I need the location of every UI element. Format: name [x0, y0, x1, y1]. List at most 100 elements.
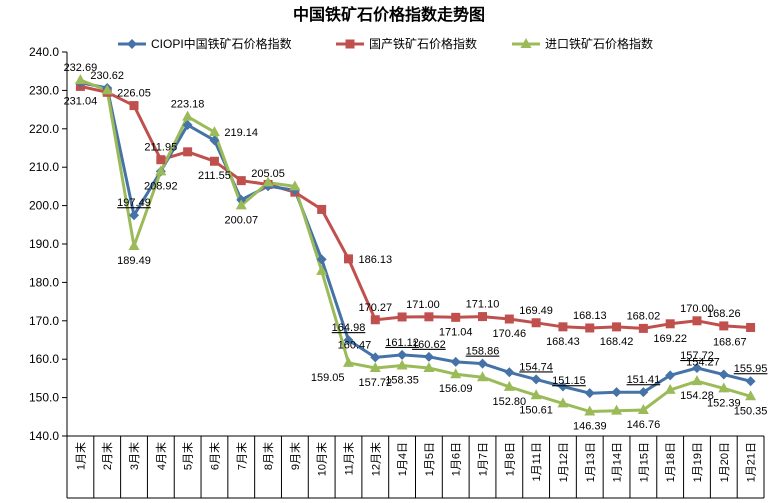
data-point — [129, 101, 139, 111]
data-point — [531, 318, 541, 328]
x-tick-label: 7月末 — [234, 442, 248, 470]
data-point — [746, 322, 756, 332]
x-tick-label: 3月末 — [127, 442, 141, 470]
y-tick-label: 200.0 — [29, 199, 59, 213]
data-label: 170.46 — [492, 328, 526, 340]
data-label: 168.26 — [707, 308, 741, 320]
data-point — [637, 404, 649, 415]
data-point — [208, 126, 220, 137]
data-label: 231.04 — [64, 95, 98, 107]
data-point — [478, 312, 488, 322]
x-tick-label: 2月末 — [100, 442, 114, 470]
data-point — [611, 387, 622, 398]
data-point — [611, 404, 623, 415]
data-label: 205.05 — [251, 168, 285, 180]
legend-marker — [127, 39, 137, 49]
x-tick-label: 1月末 — [73, 442, 87, 470]
data-point — [692, 316, 702, 326]
y-tick-label: 240.0 — [29, 45, 59, 59]
data-label: 151.41 — [627, 374, 661, 386]
x-tick-label: 1月12日 — [558, 442, 570, 482]
data-point — [557, 381, 568, 392]
data-point — [424, 312, 434, 322]
data-label: 159.05 — [311, 372, 345, 384]
data-point — [664, 383, 676, 394]
data-label: 160.62 — [412, 339, 446, 351]
data-point — [665, 319, 675, 329]
data-label: 152.80 — [492, 396, 526, 408]
series-line-2 — [80, 84, 751, 330]
data-point — [423, 362, 435, 373]
data-point — [450, 356, 461, 367]
x-tick-label: 1月15日 — [638, 442, 650, 482]
x-tick-label: 1月19日 — [692, 442, 704, 482]
legend-label: 进口铁矿石价格指数 — [545, 36, 653, 51]
data-point — [691, 375, 703, 386]
data-point — [638, 387, 649, 398]
data-label: 169.49 — [519, 305, 553, 317]
x-tick-label: 6月末 — [207, 442, 221, 470]
x-tick-label: 9月末 — [288, 442, 302, 470]
data-point — [504, 367, 515, 378]
data-point — [342, 356, 354, 367]
data-label: 161.12 — [385, 337, 419, 349]
data-point — [638, 323, 648, 333]
data-label: 170.00 — [680, 303, 714, 315]
data-point — [289, 180, 301, 191]
legend-marker — [520, 38, 532, 48]
data-label: 150.35 — [734, 405, 768, 417]
x-tick-label: 1月14日 — [612, 442, 624, 482]
y-tick-label: 150.0 — [29, 391, 59, 405]
series-line-3 — [79, 78, 752, 413]
data-label: 200.07 — [224, 214, 258, 226]
y-tick-label: 210.0 — [29, 160, 59, 174]
data-point — [504, 314, 514, 324]
x-tick-label: 10月末 — [315, 442, 329, 476]
data-point — [451, 312, 461, 322]
data-label: 160.47 — [338, 339, 372, 351]
data-point — [209, 135, 220, 146]
data-point — [531, 374, 542, 385]
data-label: 146.76 — [627, 419, 661, 431]
data-label: 152.39 — [707, 397, 741, 409]
y-tick-label: 180.0 — [29, 275, 59, 289]
data-point — [503, 380, 515, 391]
data-label: 171.04 — [439, 326, 473, 338]
y-tick-label: 160.0 — [29, 352, 59, 366]
data-label: 154.28 — [680, 390, 714, 402]
x-tick-label: 1月8日 — [504, 442, 516, 476]
x-tick-label: 4月末 — [154, 442, 168, 470]
data-point — [155, 165, 167, 176]
x-tick-label: 5月末 — [181, 442, 195, 470]
data-point — [396, 359, 408, 370]
data-point — [397, 349, 408, 360]
data-point — [370, 315, 380, 325]
data-point — [182, 119, 193, 130]
data-point — [477, 358, 488, 369]
x-tick-label: 1月20日 — [719, 442, 731, 482]
data-label: 211.55 — [198, 170, 231, 182]
data-label: 230.62 — [90, 70, 124, 82]
data-point — [584, 388, 595, 399]
data-point — [691, 362, 702, 373]
data-label: 156.09 — [439, 383, 473, 395]
y-tick-label: 230.0 — [29, 83, 59, 97]
x-tick-label: 8月末 — [261, 442, 275, 470]
x-tick-label: 1月5日 — [424, 442, 436, 476]
data-point — [343, 254, 353, 264]
y-tick-label: 140.0 — [29, 429, 59, 443]
data-label: 223.18 — [171, 99, 205, 111]
data-point — [262, 176, 274, 187]
data-point — [370, 352, 381, 363]
data-point — [423, 351, 434, 362]
data-point — [128, 239, 140, 250]
data-point — [584, 405, 596, 416]
data-label: 146.39 — [573, 421, 607, 433]
x-tick-label: 1月18日 — [665, 442, 677, 482]
data-point — [101, 84, 113, 95]
data-point — [612, 322, 622, 332]
legend-marker — [345, 39, 355, 49]
x-tick-label: 1月13日 — [585, 442, 597, 482]
